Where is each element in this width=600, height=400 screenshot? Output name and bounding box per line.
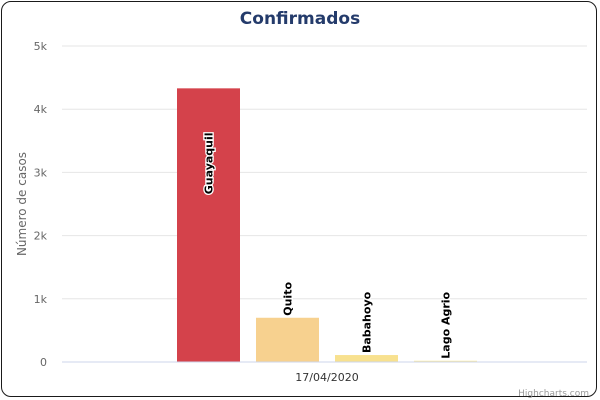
y-tick-label: 3k	[34, 166, 48, 179]
chart-title: Confirmados	[240, 9, 360, 29]
bar-quito[interactable]	[256, 317, 319, 362]
y-tick-label: 0	[40, 356, 47, 369]
x-category-label: 17/04/2020	[295, 371, 358, 384]
bar-babahoyo[interactable]	[335, 355, 398, 362]
credits-link[interactable]: Highcharts.com	[518, 389, 589, 399]
data-label-babahoyo: Babahoyo	[361, 291, 374, 353]
y-axis-ticks: 0 1k 2k 3k 4k 5k	[34, 40, 48, 369]
bar-guayaquil[interactable]	[177, 88, 240, 363]
data-label-lago-agrio: Lago Agrio	[440, 291, 453, 358]
data-label-quito: Quito	[282, 282, 295, 316]
data-labels: Guayaquil Quito Babahoyo Lago Agrio	[201, 131, 454, 360]
y-axis-label: Número de casos	[15, 152, 29, 256]
bars	[177, 88, 477, 363]
grid-lines	[62, 45, 587, 300]
bar-lago-agrio[interactable]	[414, 360, 477, 362]
y-tick-label: 4k	[34, 103, 48, 116]
y-tick-label: 2k	[34, 230, 48, 243]
data-label-guayaquil: Guayaquil	[203, 132, 216, 194]
y-tick-label: 5k	[34, 40, 48, 53]
y-tick-label: 1k	[34, 293, 48, 306]
